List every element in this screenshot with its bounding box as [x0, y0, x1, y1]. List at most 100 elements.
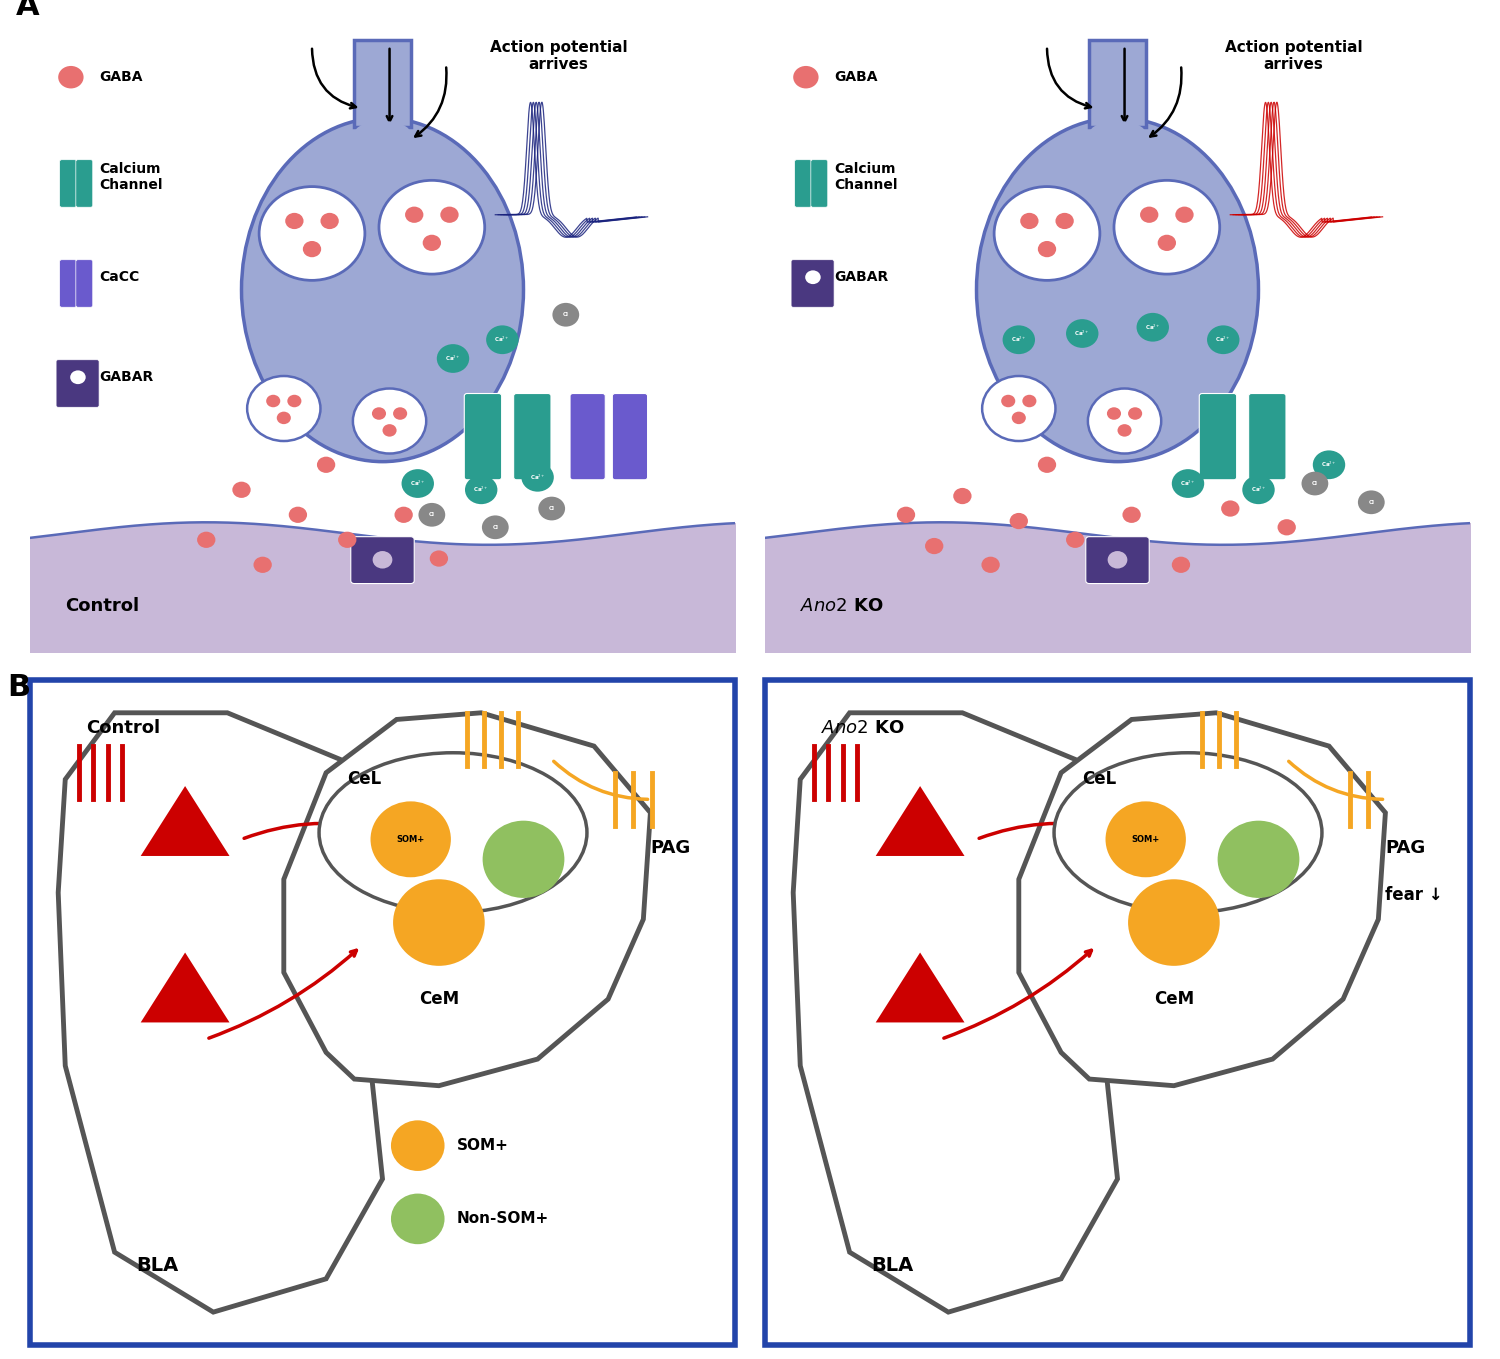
FancyBboxPatch shape	[812, 160, 828, 207]
Circle shape	[1088, 389, 1161, 454]
Text: CeL: CeL	[346, 771, 381, 788]
Polygon shape	[354, 39, 411, 128]
Text: CeL: CeL	[1083, 771, 1116, 788]
FancyBboxPatch shape	[570, 394, 606, 480]
FancyBboxPatch shape	[612, 394, 648, 480]
Circle shape	[393, 408, 406, 420]
Text: CeM: CeM	[1154, 991, 1194, 1008]
Text: Ca$^{2+}$: Ca$^{2+}$	[1144, 322, 1161, 332]
Circle shape	[1020, 213, 1038, 230]
Circle shape	[1242, 476, 1275, 504]
Text: Cl: Cl	[549, 506, 555, 511]
Text: SOM+: SOM+	[396, 834, 424, 844]
Circle shape	[372, 550, 393, 568]
Polygon shape	[876, 953, 965, 1022]
Circle shape	[952, 488, 972, 504]
Text: Ca$^{2+}$: Ca$^{2+}$	[410, 478, 426, 488]
Circle shape	[1278, 519, 1296, 535]
Circle shape	[393, 879, 484, 966]
Text: GABAR: GABAR	[99, 370, 153, 385]
Circle shape	[1107, 550, 1128, 568]
Text: Cl: Cl	[1368, 500, 1374, 504]
Ellipse shape	[976, 118, 1258, 462]
Circle shape	[321, 213, 339, 230]
Circle shape	[1140, 207, 1158, 223]
Circle shape	[70, 371, 86, 385]
Circle shape	[285, 213, 303, 230]
Circle shape	[423, 235, 441, 251]
Circle shape	[394, 507, 412, 523]
Circle shape	[248, 376, 321, 442]
Circle shape	[380, 181, 484, 275]
Circle shape	[1158, 235, 1176, 251]
Text: Ca$^{2+}$: Ca$^{2+}$	[495, 336, 510, 344]
Circle shape	[1218, 821, 1299, 898]
Polygon shape	[141, 953, 230, 1022]
Text: Ca$^{2+}$: Ca$^{2+}$	[446, 353, 460, 363]
Circle shape	[1066, 531, 1084, 548]
Circle shape	[1122, 507, 1142, 523]
FancyBboxPatch shape	[76, 260, 93, 307]
Text: Ca$^{2+}$: Ca$^{2+}$	[1215, 336, 1231, 344]
FancyBboxPatch shape	[56, 360, 99, 408]
Text: Non-SOM+: Non-SOM+	[456, 1211, 549, 1226]
Text: Cl: Cl	[562, 313, 568, 317]
Ellipse shape	[354, 121, 411, 145]
Circle shape	[303, 241, 321, 257]
Circle shape	[1106, 802, 1186, 878]
Text: Calcium
Channel: Calcium Channel	[834, 162, 897, 193]
Text: Cl: Cl	[1312, 481, 1318, 487]
Circle shape	[196, 531, 216, 548]
Text: A: A	[16, 0, 39, 20]
Text: PAG: PAG	[1386, 840, 1425, 858]
Circle shape	[1172, 557, 1190, 573]
Circle shape	[405, 207, 423, 223]
Circle shape	[436, 344, 470, 372]
FancyBboxPatch shape	[351, 537, 414, 583]
Circle shape	[1118, 424, 1131, 436]
Text: $\it{Ano2}$ KO: $\it{Ano2}$ KO	[801, 597, 883, 614]
Circle shape	[392, 1193, 444, 1245]
FancyBboxPatch shape	[60, 160, 76, 207]
Circle shape	[1208, 325, 1239, 355]
Circle shape	[382, 424, 396, 436]
Circle shape	[1056, 213, 1074, 230]
Circle shape	[288, 394, 302, 408]
FancyBboxPatch shape	[1086, 537, 1149, 583]
Text: Action potential
arrives: Action potential arrives	[490, 39, 627, 72]
Text: Ca$^{2+}$: Ca$^{2+}$	[1074, 329, 1090, 338]
Circle shape	[538, 496, 566, 520]
Circle shape	[1010, 512, 1028, 529]
Circle shape	[429, 550, 448, 567]
Circle shape	[1128, 408, 1142, 420]
FancyBboxPatch shape	[795, 160, 812, 207]
Text: SOM+: SOM+	[1131, 834, 1160, 844]
Circle shape	[1312, 450, 1346, 480]
Circle shape	[288, 507, 308, 523]
Text: Ca$^{2+}$: Ca$^{2+}$	[1322, 461, 1336, 469]
Text: B: B	[8, 673, 30, 701]
Text: $\it{Ano2}$ KO: $\it{Ano2}$ KO	[822, 719, 904, 738]
Text: Ca$^{2+}$: Ca$^{2+}$	[1251, 485, 1266, 495]
Circle shape	[419, 503, 446, 527]
Ellipse shape	[242, 118, 524, 462]
Text: Action potential
arrives: Action potential arrives	[1226, 39, 1362, 72]
Circle shape	[276, 412, 291, 424]
Circle shape	[1221, 500, 1239, 516]
Text: Control: Control	[87, 719, 160, 738]
Text: Ca$^{2+}$: Ca$^{2+}$	[1180, 478, 1196, 488]
Circle shape	[982, 376, 1056, 442]
Circle shape	[402, 469, 433, 497]
FancyBboxPatch shape	[513, 394, 550, 480]
Circle shape	[1038, 241, 1056, 257]
Circle shape	[1137, 313, 1168, 341]
Ellipse shape	[1089, 121, 1146, 145]
Polygon shape	[1019, 712, 1386, 1086]
Circle shape	[897, 507, 915, 523]
Text: CaCC: CaCC	[99, 270, 140, 284]
Circle shape	[552, 303, 579, 326]
Text: Calcium
Channel: Calcium Channel	[99, 162, 162, 193]
Text: Control: Control	[66, 597, 140, 614]
Circle shape	[266, 394, 280, 408]
Circle shape	[1302, 472, 1329, 496]
